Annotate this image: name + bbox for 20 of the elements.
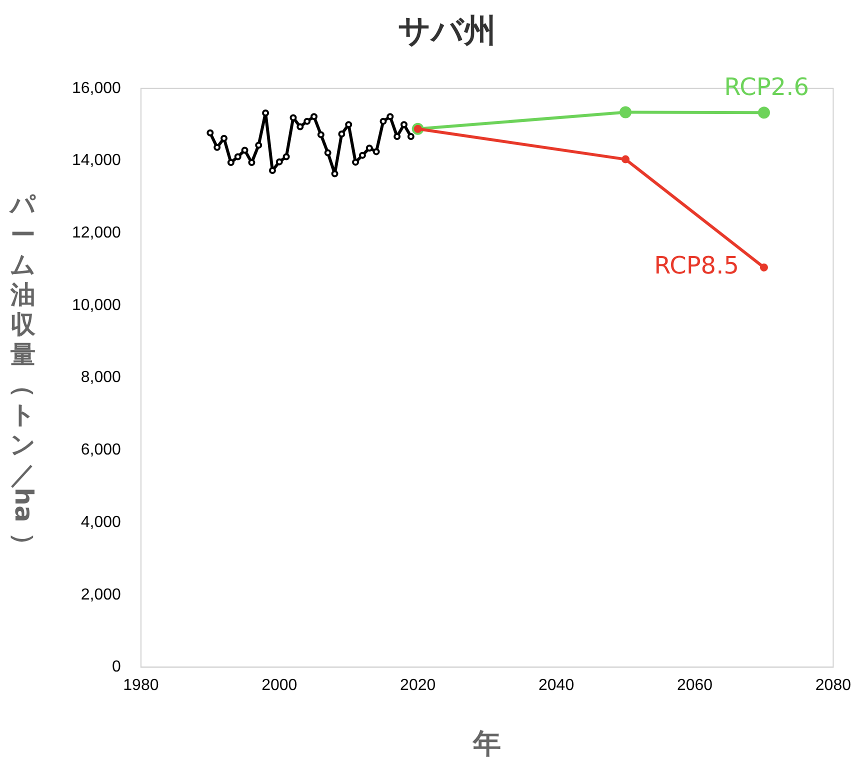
y-tick-label: 2,000 <box>80 586 122 604</box>
y-tick-label: 8,000 <box>80 369 122 386</box>
y-tick-label: 14,000 <box>72 152 122 170</box>
chart-title: サバ州 <box>398 12 496 50</box>
y-tick-label: 4,000 <box>80 514 122 531</box>
x-axis-title: 年 <box>472 728 502 759</box>
text: パーム油収量（トン／ha） <box>9 190 38 558</box>
series-label: RCP8.5 <box>654 252 739 280</box>
y-tick-label: 6,000 <box>80 442 122 459</box>
y-tick-label: 12,000 <box>72 224 122 242</box>
x-tick-label: 2080 <box>815 677 852 694</box>
y-tick-label: 10,000 <box>72 296 122 314</box>
x-tick-label: 2040 <box>538 677 574 694</box>
series-label: RCP2.6 <box>724 72 809 101</box>
x-tick-label: 2020 <box>400 677 436 694</box>
x-tick-label: 2000 <box>262 677 298 694</box>
x-tick-label: 2060 <box>676 677 713 694</box>
x-tick-label: 1980 <box>123 677 159 694</box>
y-tick-label: 16,000 <box>72 80 122 97</box>
y-tick-label: 0 <box>112 658 122 676</box>
